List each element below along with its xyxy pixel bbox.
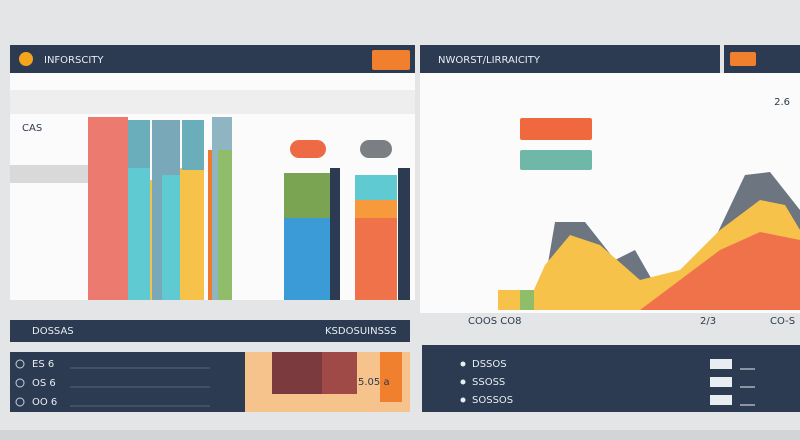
row-icon xyxy=(15,397,25,407)
area xyxy=(640,232,800,310)
row-chip xyxy=(710,395,732,405)
right-value: 2.6 xyxy=(774,97,790,108)
bar xyxy=(284,173,330,218)
list-rows: ES 6 OS 6 OO 6 xyxy=(15,359,210,408)
footer-right: KSDOSUINSSS xyxy=(325,326,397,337)
right-button[interactable] xyxy=(730,52,756,66)
x-labels: COOS CO8 2/3 CO-S xyxy=(468,316,795,327)
side-label: CAS xyxy=(22,123,42,134)
toolbar xyxy=(10,90,415,114)
bar xyxy=(180,168,204,300)
row-label: OO 6 xyxy=(32,397,57,408)
logo xyxy=(19,52,33,66)
bar xyxy=(330,168,340,300)
right-list xyxy=(422,345,800,412)
right-title: NWORST/LIRRAICITY xyxy=(438,55,541,66)
x-label: CO-S xyxy=(770,316,795,327)
legend-pill xyxy=(360,140,392,158)
row-label: DSSOS xyxy=(472,359,507,370)
mini-bar xyxy=(380,352,402,402)
bar-chart xyxy=(88,117,410,300)
bar xyxy=(284,218,330,300)
bar xyxy=(182,120,204,170)
legend-pill xyxy=(290,140,326,158)
bar xyxy=(398,168,410,300)
bar xyxy=(88,117,128,300)
left-title: INFORSCITY xyxy=(44,55,104,66)
row-dot xyxy=(460,379,466,385)
x-label: 2/3 xyxy=(700,316,716,327)
mini-bar xyxy=(322,352,357,394)
bar xyxy=(162,175,180,300)
area-chart xyxy=(498,118,800,310)
row-chip xyxy=(710,359,732,369)
left-list xyxy=(10,352,245,412)
row-chip xyxy=(710,377,732,387)
row-dot xyxy=(460,397,466,403)
x-label: COOS CO8 xyxy=(468,316,521,327)
left-header xyxy=(10,45,415,73)
bar xyxy=(355,175,397,200)
row-icon xyxy=(15,378,25,388)
list-rows: DSSOS SSOSS SOSSOS xyxy=(460,359,755,406)
row-label: SOSSOS xyxy=(472,395,513,406)
mini-bar xyxy=(272,352,322,394)
right-header xyxy=(420,45,720,73)
row-icon xyxy=(15,359,25,369)
mini-value: 5.05 a xyxy=(358,377,390,388)
bottom-bar xyxy=(0,430,800,440)
bar xyxy=(218,150,232,300)
row-label: ES 6 xyxy=(32,359,54,370)
bar xyxy=(498,290,520,310)
bar xyxy=(355,200,397,218)
bar xyxy=(520,290,534,310)
row-dot xyxy=(460,361,466,367)
bar xyxy=(355,218,397,300)
side-row xyxy=(10,165,88,183)
left-button[interactable] xyxy=(372,50,410,70)
row-label: OS 6 xyxy=(32,378,56,389)
row-label: SSOSS xyxy=(472,377,505,388)
legend-box xyxy=(520,118,592,140)
left-footer xyxy=(10,320,410,342)
bar xyxy=(128,168,150,300)
legend-box xyxy=(520,150,592,170)
footer-left: DOSSAS xyxy=(32,326,74,337)
